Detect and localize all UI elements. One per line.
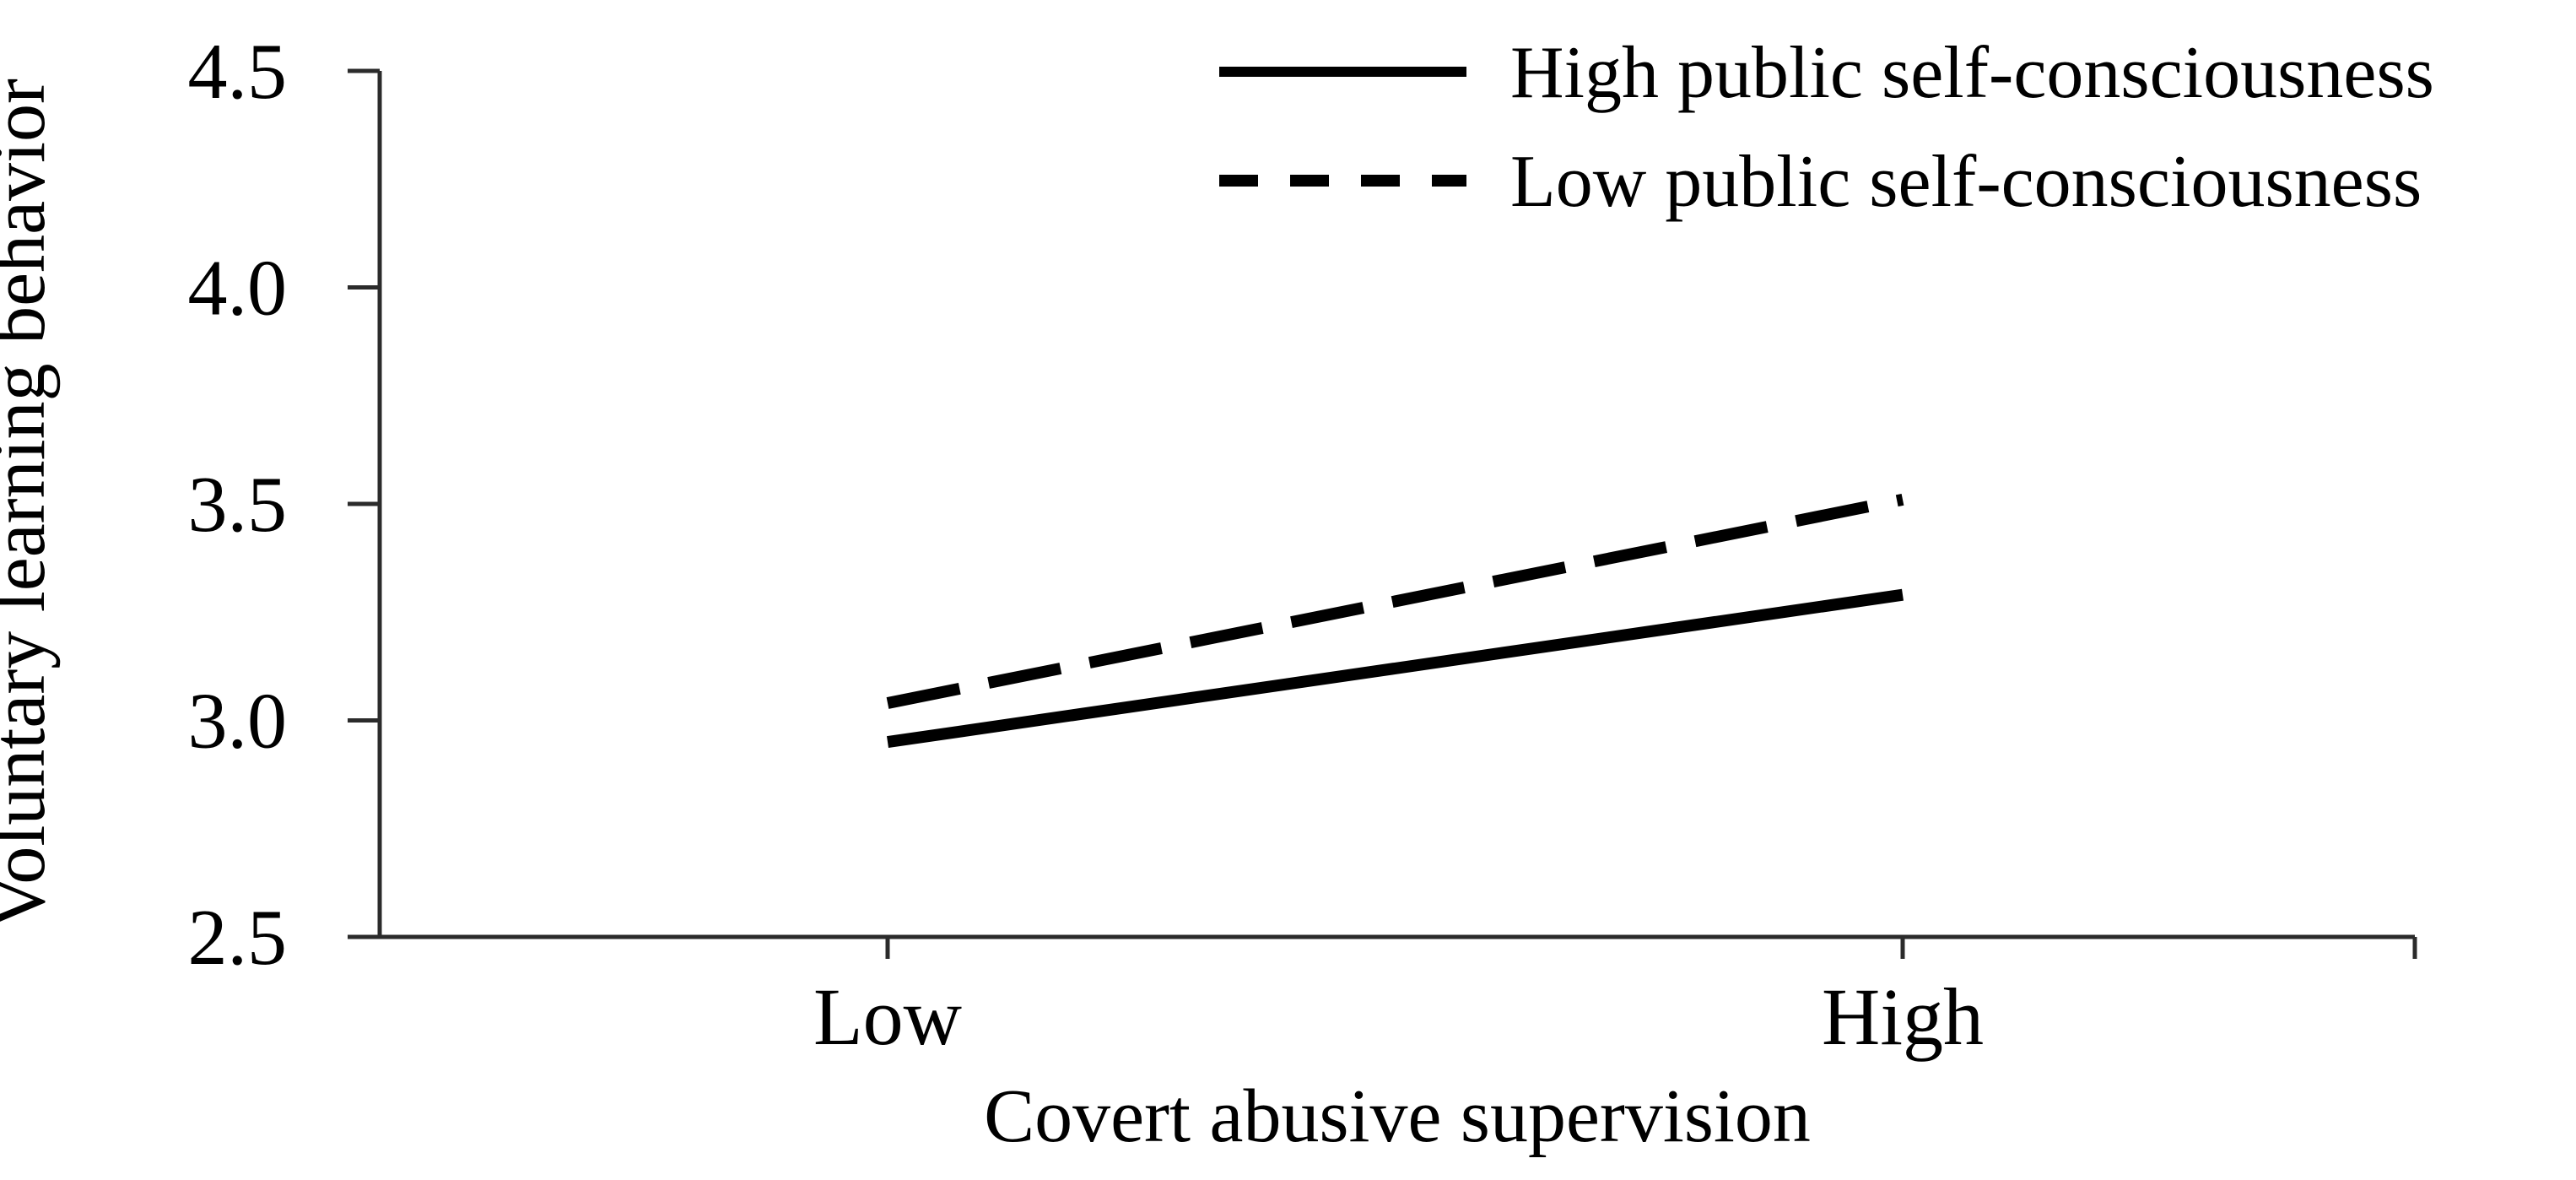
y-axis: 2.5 3.0 3.5 4.0 4.5 [188,28,382,982]
legend: High public self-consciousness Low public… [1219,32,2434,223]
x-category-label: Low [813,972,962,1062]
legend-label: Low public self-consciousness [1510,141,2422,223]
y-axis-title: Voluntary learning behavior [0,78,61,929]
legend-label: High public self-consciousness [1510,32,2434,114]
series-line-solid [886,588,1904,749]
x-category-label: High [1822,972,1984,1062]
x-axis: Low High [348,934,2417,1062]
y-tick-label: 2.5 [188,894,288,982]
y-tick-label: 3.5 [188,461,288,549]
y-tick-label: 3.0 [188,678,288,766]
x-axis-title: Covert abusive supervision [984,1074,1811,1158]
series-lines [886,494,1904,749]
y-tick-label: 4.0 [188,245,288,333]
y-tick-label: 4.5 [188,28,288,116]
series-line-dashed [886,494,1904,709]
plot-area: 2.5 3.0 3.5 4.0 4.5 Low High High public self… [0,28,2434,1158]
